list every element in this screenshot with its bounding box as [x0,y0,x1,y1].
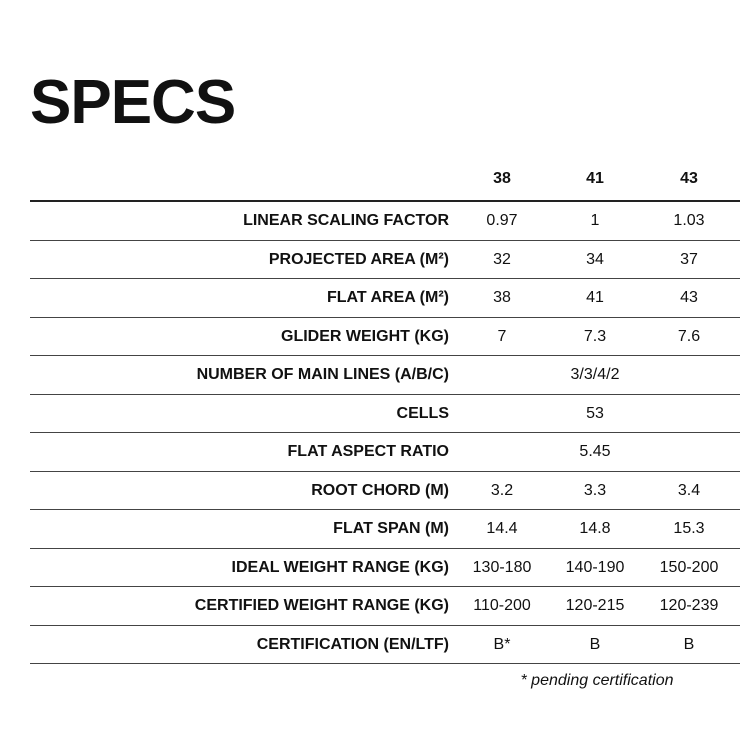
column-header: 41 [586,170,604,187]
cell-value: 34 [586,250,604,268]
row-label: LINEAR SCALING FACTOR [243,212,449,229]
column-header: 43 [680,170,698,187]
merged-value: 53 [586,404,604,422]
cell-value: 14.4 [486,520,518,537]
cell-value: 1.03 [673,212,705,229]
table-row: GLIDER WEIGHT (KG) 7 7.3 7.6 [30,318,740,356]
row-label: NUMBER OF MAIN LINES (A/B/C) [196,366,449,383]
cell-value: 150-200 [659,558,719,576]
cell-value: 0.97 [486,212,518,229]
cell-value: 14.8 [579,520,611,537]
table-row: IDEAL WEIGHT RANGE (KG) 130-180 140-190 150… [30,549,740,587]
table-row: FLAT AREA (M²) 38 41 43 [30,279,740,318]
row-label: FLAT ASPECT RATIO [287,443,449,460]
table-row: FLAT SPAN (M) 14.4 14.8 15.3 [30,510,740,549]
cell-value: 32 [493,250,511,268]
table-row: NUMBER OF MAIN LINES (A/B/C) 3/3/4/2 [30,356,740,395]
cell-value: B [589,635,601,653]
merged-value: 5.45 [579,443,611,460]
cell-value: 140-190 [565,558,625,576]
table-row: LINEAR SCALING FACTOR 0.97 1 1.03 [30,202,740,241]
cell-value: 15.3 [673,520,705,537]
cell-value: B* [493,635,511,653]
row-label: CELLS [396,404,449,422]
page-title: SPECS [30,68,236,137]
row-label: IDEAL WEIGHT RANGE (KG) [231,558,449,576]
cell-value: 7.3 [583,327,607,345]
row-label: FLAT AREA (M²) [326,289,449,306]
footnote: * pending certification [520,672,674,689]
cell-value: 7 [497,327,507,345]
row-label: CERTIFIED WEIGHT RANGE (KG) [194,597,449,614]
cell-value: 110-200 [473,597,531,614]
cell-value: 120-215 [565,597,625,614]
cell-value: 38 [493,289,511,306]
header-divider [30,200,740,202]
table-row: CELLS 53 [30,395,740,433]
row-label: FLAT SPAN (M) [333,520,449,537]
table-row: FLAT ASPECT RATIO 5.45 [30,433,740,472]
cell-value: B [683,635,695,653]
cell-value: 43 [680,289,698,306]
column-header: 38 [493,170,511,187]
table-row: CERTIFICATION (EN/LTF) B* B B [30,626,740,664]
cell-value: 37 [680,250,698,268]
row-label: ROOT CHORD (M) [311,481,449,499]
cell-value: 3.2 [490,481,514,499]
table-row: ROOT CHORD (M) 3.2 3.3 3.4 [30,472,740,510]
cell-value: 1 [590,212,600,229]
row-label: CERTIFICATION (EN/LTF) [256,635,449,653]
column-headers: 38 41 43 [0,170,750,194]
cell-value: 120-239 [659,597,719,614]
cell-value: 7.6 [677,327,701,345]
table-row: CERTIFIED WEIGHT RANGE (KG) 110-200 120-21… [30,587,740,626]
row-label: GLIDER WEIGHT (KG) [281,327,449,345]
cell-value: 3.3 [583,481,607,499]
table-row: PROJECTED AREA (M²) 32 34 37 [30,241,740,279]
merged-value: 3/3/4/2 [570,366,620,383]
cell-value: 3.4 [677,481,701,499]
cell-value: 130-180 [472,558,532,576]
cell-value: 41 [586,289,604,306]
row-label: PROJECTED AREA (M²) [268,250,449,268]
